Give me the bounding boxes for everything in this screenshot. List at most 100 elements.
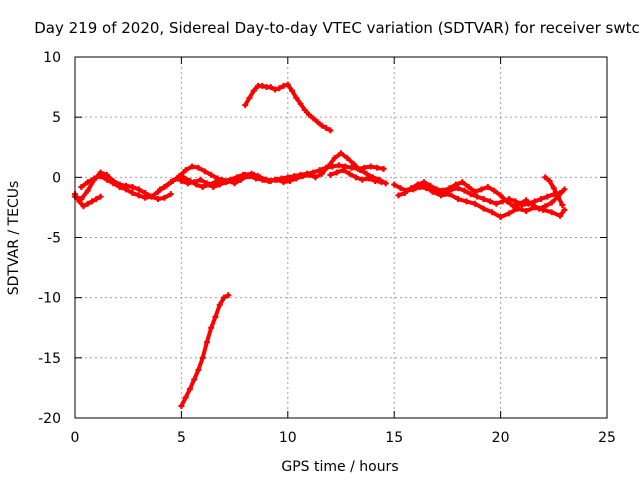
data-point [91,175,98,182]
data-point [544,193,551,200]
x-tick-label: 25 [598,430,616,446]
data-point [372,177,379,184]
data-point [84,179,91,186]
data-point [538,195,545,202]
data-point [293,94,300,101]
data-point [299,173,306,180]
grid-layer [75,57,607,418]
data-point [440,187,447,194]
data-point [123,186,130,193]
data-point [557,212,564,219]
data-point [306,171,313,178]
data-point [548,199,555,206]
data-point [433,186,440,193]
data-point [365,175,372,182]
chart-title: Day 219 of 2020, Sidereal Day-to-day VTE… [34,19,640,37]
data-point [276,85,283,92]
series-upper-arc [242,81,334,134]
data-point [180,174,187,181]
y-tick-label: -5 [47,231,61,247]
data-point [378,179,385,186]
data-point [486,198,493,205]
series-arc-a [72,169,174,202]
data-point [318,122,325,129]
data-point [463,198,470,205]
data-point [478,186,485,193]
data-point [97,173,104,180]
data-point [397,185,404,192]
series-trace [73,170,173,201]
data-point [176,173,183,180]
data-point [506,210,513,217]
data-point [157,186,164,193]
data-point [474,193,481,200]
data-point [84,187,91,194]
data-point [135,186,142,193]
data-point [182,394,189,401]
data-point [480,195,487,202]
data-point [154,195,161,202]
data-point [135,192,142,199]
data-point [284,81,291,88]
data-point [301,106,308,113]
y-tick-label: -20 [38,411,61,427]
data-point [523,197,530,204]
data-point [516,200,523,207]
data-point [550,185,557,192]
data-point [231,180,238,187]
data-point [331,155,338,162]
data-point [212,313,219,320]
y-tick-label: 10 [43,50,61,66]
data-point [467,191,474,198]
y-tick-label: 0 [52,170,61,186]
data-point [391,181,398,188]
data-point [427,182,434,189]
data-point [142,194,149,201]
data-point [380,165,387,172]
data-point [310,115,317,122]
data-point [184,180,191,187]
data-point [472,188,479,195]
data-point [216,181,223,188]
x-tick-label: 0 [71,430,80,446]
data-point [178,177,185,184]
data-point [242,102,249,109]
ticks-layer: 0 5 10 15 20 25 -20 -15 -10 -5 0 5 10 [38,50,616,446]
data-point [76,198,83,205]
data-point [250,87,257,94]
data-point [367,163,374,170]
data-point [148,193,155,200]
data-point [191,376,198,383]
data-point [497,214,504,221]
data-point [401,189,408,196]
data-point [342,163,349,170]
data-point [84,200,91,207]
data-point [223,179,230,186]
data-point [197,176,204,183]
x-tick-label: 15 [385,430,403,446]
data-point [208,171,215,178]
data-point [395,192,402,199]
data-points-layer [72,81,568,409]
series-arc-i [412,182,568,221]
data-point [548,209,555,216]
data-point [333,169,340,176]
data-point [327,127,334,134]
data-point [340,167,347,174]
data-point [293,175,300,182]
data-point [286,177,293,184]
data-point [352,174,359,181]
data-point [89,198,96,205]
data-point [255,173,262,180]
data-point [561,206,568,213]
data-point [216,301,223,308]
data-point [201,168,208,175]
data-point [110,180,117,187]
data-point [323,124,330,131]
data-point [531,204,538,211]
data-point [344,155,351,162]
data-point [318,170,325,177]
data-point [546,177,553,184]
data-point [169,177,176,184]
data-point [235,174,242,181]
